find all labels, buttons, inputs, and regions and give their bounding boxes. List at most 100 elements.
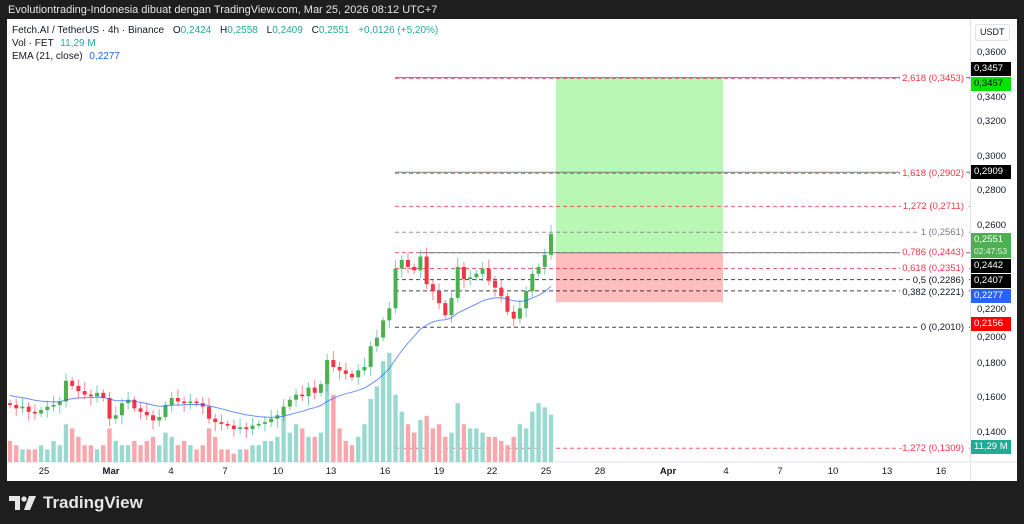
candle-body — [126, 399, 131, 404]
time-tick: 13 — [881, 466, 893, 477]
volume-bar — [138, 445, 143, 462]
candle-body — [206, 406, 211, 419]
tradingview-wordmark: TradingView — [43, 493, 143, 512]
candle-body — [119, 403, 124, 416]
volume-bar — [523, 428, 529, 462]
time-tick: Mar — [102, 466, 120, 477]
volume-label: Vol · FET — [12, 38, 54, 49]
candle-body — [350, 373, 355, 378]
candle-body — [95, 392, 100, 397]
candle-body — [337, 366, 342, 371]
change-value: +0,0126 (+5,20%) — [358, 25, 439, 36]
candle-body — [368, 346, 373, 367]
time-tick: 16 — [935, 466, 947, 477]
candle-body — [549, 233, 553, 255]
volume-bar — [268, 441, 274, 462]
time-tick: 7 — [777, 466, 783, 477]
candle-body — [461, 266, 466, 279]
volume-bar — [63, 424, 69, 462]
price-tick: 0,3000 — [977, 150, 1007, 162]
candle-body — [443, 303, 448, 316]
fib-level-label: 1 (0,2561) — [918, 226, 966, 238]
volume-bar — [57, 445, 62, 462]
volume-bar — [200, 445, 205, 462]
candle-body — [262, 422, 267, 424]
candle-body — [113, 415, 118, 419]
candle-body — [157, 416, 162, 421]
volume-bar — [300, 428, 305, 462]
tradingview-logo[interactable]: TradingView — [9, 493, 143, 513]
candle-body — [511, 311, 516, 319]
candle-body — [405, 260, 410, 267]
legend-volume-row[interactable]: Vol · FET 11,29 M — [12, 37, 438, 50]
volume-bar — [461, 424, 467, 462]
candle-body — [387, 308, 392, 321]
legend-ema-row[interactable]: EMA (21, close) 0,2277 — [12, 50, 438, 63]
volume-badge: 11,29 M — [971, 439, 1011, 454]
candle-body — [244, 427, 249, 430]
candle-body — [312, 387, 317, 393]
volume-bar — [399, 411, 404, 462]
ema-label: EMA (21, close) — [12, 51, 83, 62]
currency-button[interactable]: USDT — [975, 24, 1010, 41]
candle-body — [294, 394, 299, 400]
low-label: L — [266, 25, 273, 36]
volume-bar — [331, 394, 336, 462]
price-scale[interactable] — [970, 19, 1018, 481]
time-tick: 7 — [222, 466, 228, 477]
volume-bar — [219, 449, 224, 462]
candle-body — [88, 394, 93, 397]
price-badge: 0,2156 — [971, 316, 1011, 331]
price-tick: 0,2600 — [977, 219, 1007, 231]
volume-bar — [7, 441, 13, 462]
chart-panel[interactable] — [7, 19, 1017, 481]
candle-body — [468, 277, 473, 279]
volume-bar — [250, 445, 255, 462]
close-label: C — [311, 25, 319, 36]
candle-body — [393, 268, 398, 309]
volume-bar — [256, 445, 261, 462]
tradingview-logo-icon — [9, 496, 36, 510]
volume-bar — [480, 432, 485, 462]
candle-body — [493, 280, 498, 288]
symbol-title[interactable]: Fetch.AI / TetherUS · 4h · Binance — [12, 25, 165, 36]
volume-bar — [411, 432, 417, 462]
volume-bar — [51, 441, 56, 462]
candle-body — [70, 380, 75, 386]
fib-level-label: -1,272 (0,1309) — [897, 442, 966, 454]
candle-body — [343, 370, 348, 374]
volume-bar — [492, 436, 498, 462]
candle-body — [32, 411, 37, 414]
candle-body — [374, 337, 379, 347]
volume-bar — [467, 428, 473, 462]
candle-body — [219, 422, 224, 424]
fib-level-label: 0,618 (0,2351) — [900, 262, 966, 274]
time-tick: 4 — [168, 466, 174, 477]
candle-body — [486, 268, 491, 281]
candle-body — [14, 404, 19, 409]
volume-bar — [436, 424, 442, 462]
time-tick: 13 — [325, 466, 337, 477]
volume-bar — [213, 436, 218, 462]
candle-body — [430, 284, 435, 292]
time-tick: 16 — [379, 466, 391, 477]
volume-bar — [511, 436, 516, 462]
volume-bar — [293, 424, 299, 462]
candle-body — [325, 360, 330, 385]
candle-body — [300, 394, 305, 397]
candle-body — [474, 273, 479, 278]
volume-bar — [337, 428, 342, 462]
volume-bar — [374, 386, 380, 462]
volume-bar — [188, 445, 193, 462]
volume-bar — [542, 407, 547, 462]
close-value: 0,2551 — [318, 25, 350, 36]
volume-bar — [157, 445, 162, 462]
volume-bar — [237, 449, 243, 462]
volume-bar — [275, 436, 280, 462]
candle-body — [63, 380, 68, 402]
candle-body — [51, 404, 56, 407]
ema-line — [9, 286, 552, 418]
time-tick: 10 — [827, 466, 839, 477]
time-tick: 19 — [433, 466, 445, 477]
